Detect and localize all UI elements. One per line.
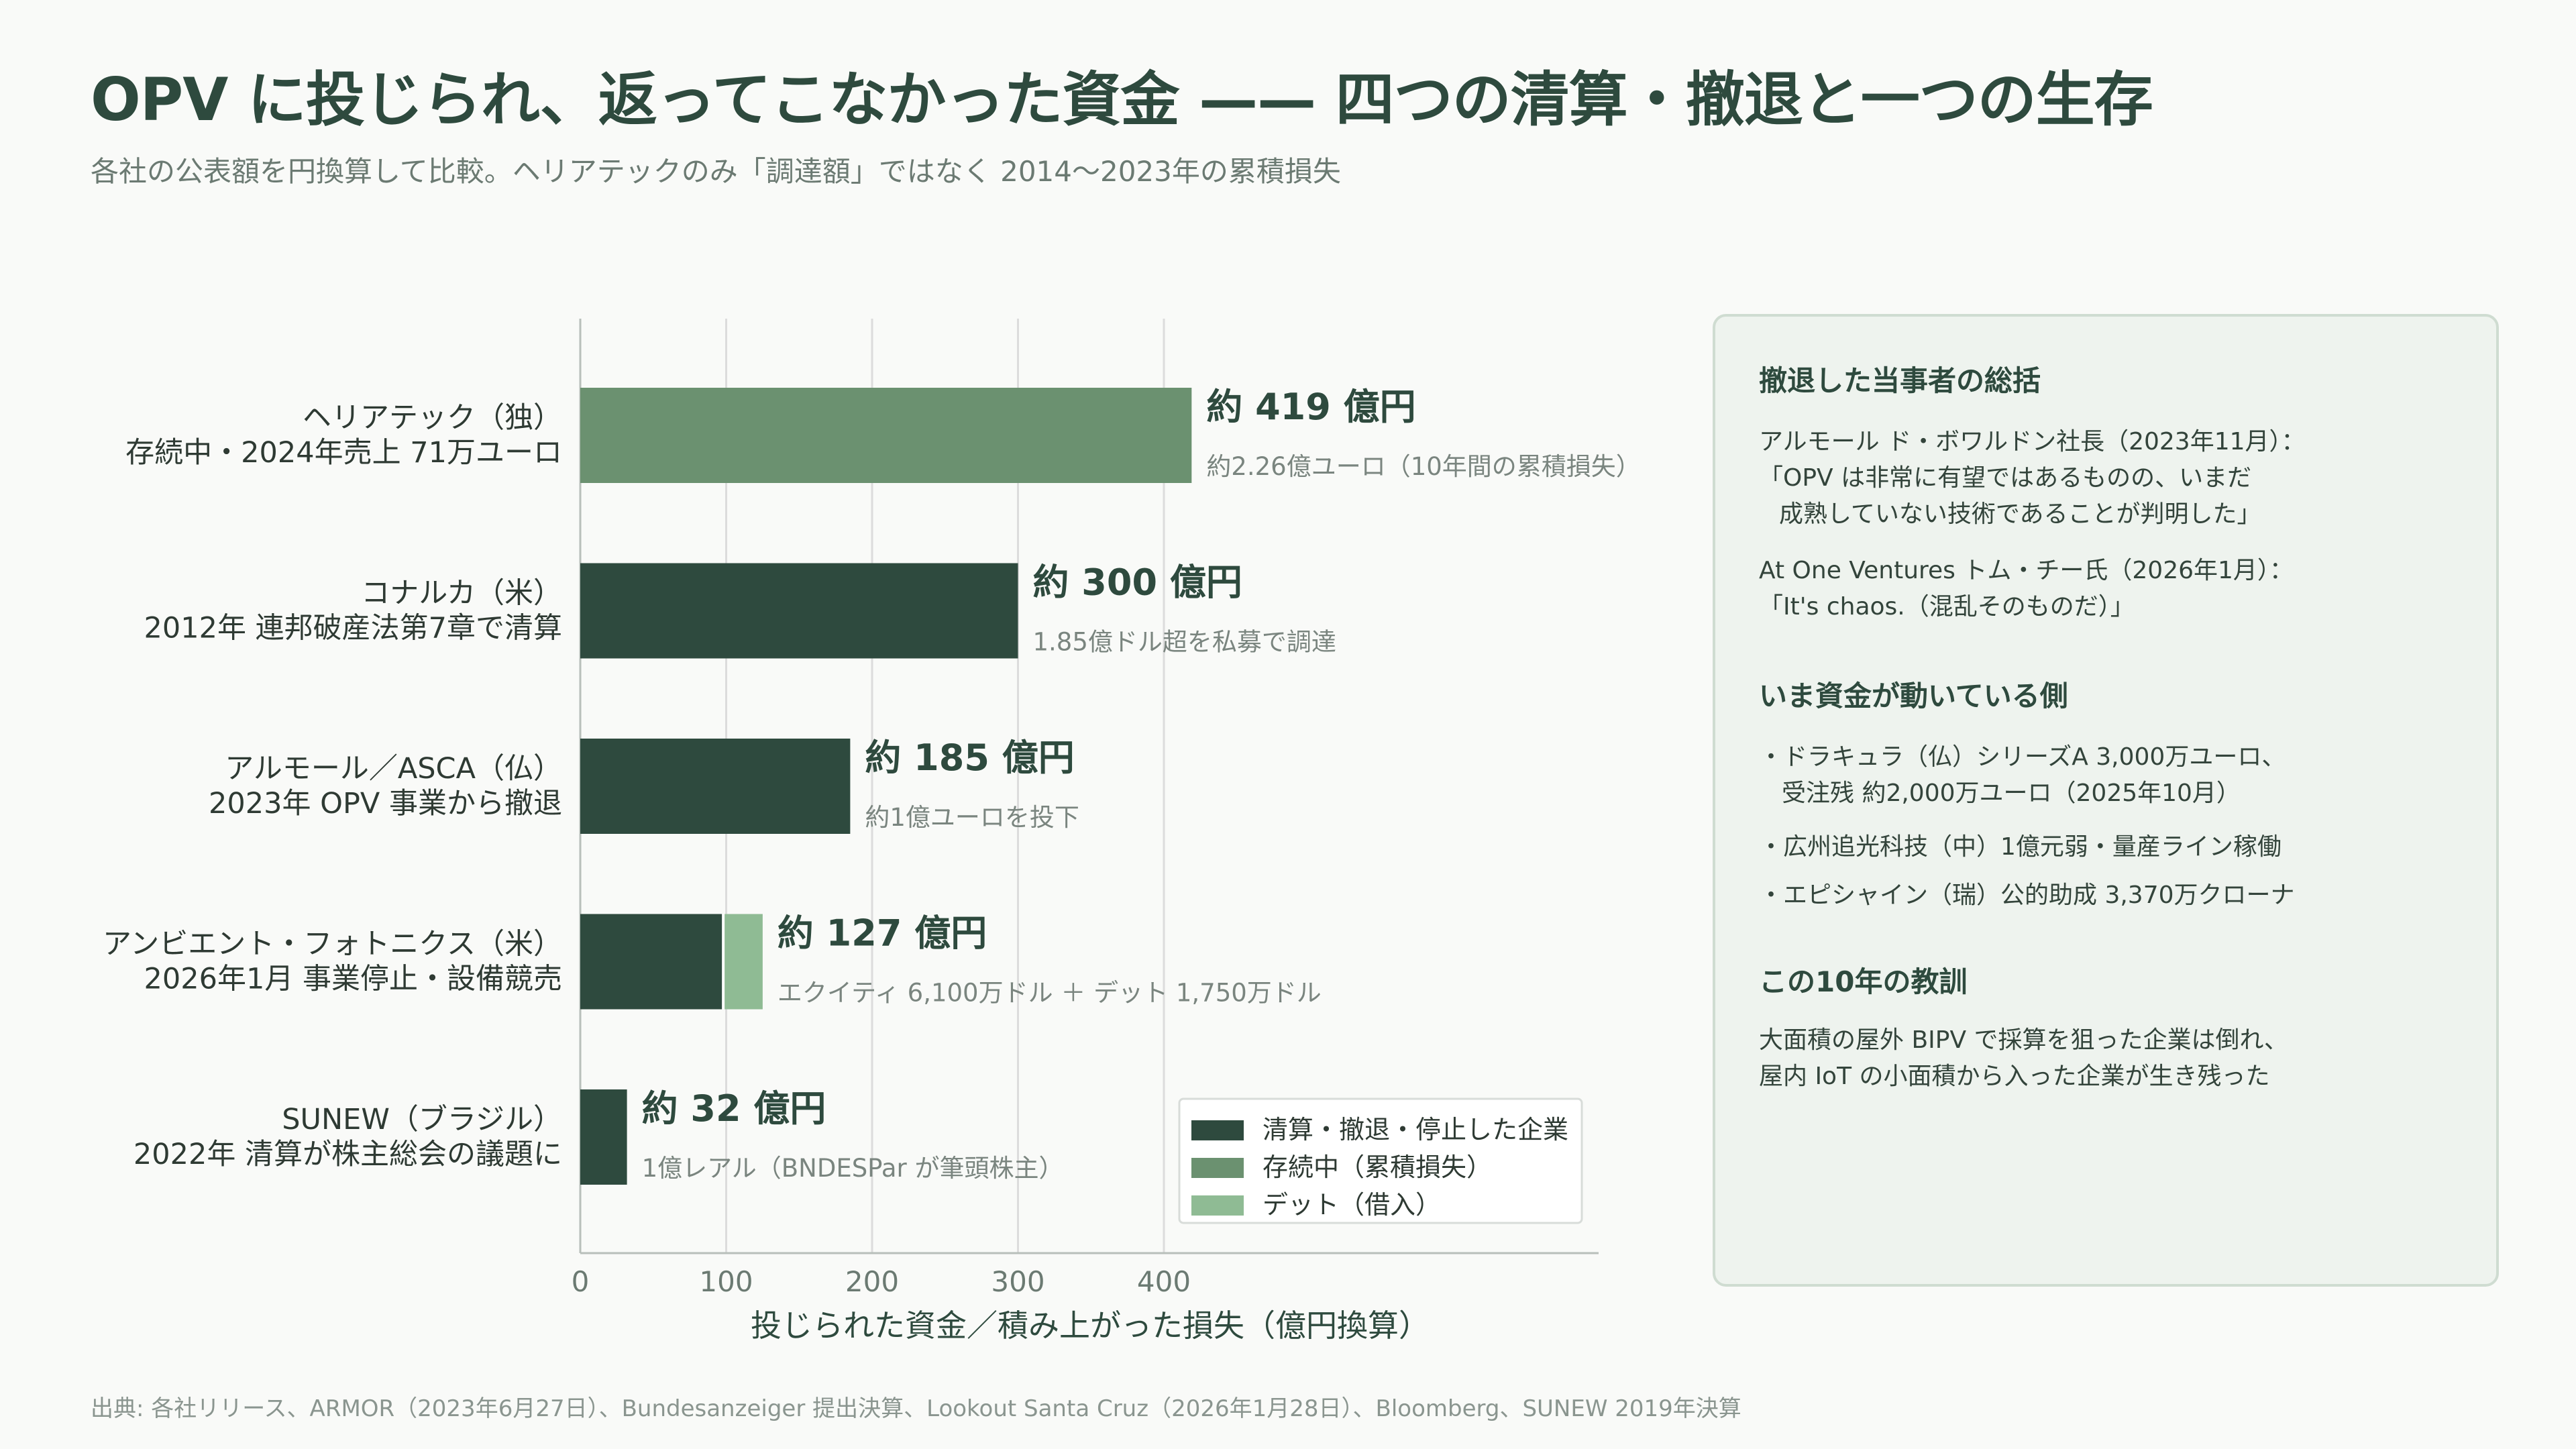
x-axis-title: 投じられた資金／積み上がった損失（億円換算） <box>751 1307 1430 1344</box>
legend-swatch-debt <box>1191 1195 1244 1216</box>
legend-label: デット（借入） <box>1263 1190 1441 1220</box>
bar-category-label: ヘリアテック（独） <box>303 401 562 435</box>
quote-atone-attribution: At One Ventures トム・チー氏（2026年1月）： <box>1759 557 2294 584</box>
lesson-line1: 大面積の屋外 BIPV で採算を狙った企業は倒れ、 <box>1759 1026 2288 1054</box>
bar-category-sublabel: 存続中・2024年売上 71万ユーロ <box>125 436 562 470</box>
bar-category-sublabel: 2026年1月 事業停止・設備競売 <box>144 963 562 996</box>
bar-segment-exited <box>580 914 724 1010</box>
bar-segment-exited <box>580 739 851 834</box>
bar-value-label: 約 419 億円 <box>1206 386 1415 428</box>
summary-panel: 撤退した当事者の総括 アルモール ド・ボワルドン社長（2023年11月）： 「O… <box>1713 314 2499 1287</box>
x-tick-label: 300 <box>991 1265 1044 1298</box>
quote-armor-line2: 成熟していない技術であることが判明した」 <box>1779 500 2261 528</box>
panel-heading-active-funding: いま資金が動いている側 <box>1759 680 2068 712</box>
active-item-guangzhou: ・広州追光科技（中）1億元弱・量産ライン稼働 <box>1759 833 2282 861</box>
quote-armor-line1: 「OPV は非常に有望ではあるものの、いまだ <box>1759 464 2252 492</box>
legend-label: 存続中（累積損失） <box>1263 1152 1492 1182</box>
bar-value-label: 約 32 億円 <box>642 1087 826 1130</box>
bar-category-sublabel: 2022年 清算が株主総会の議題に <box>133 1138 562 1171</box>
panel-heading-lessons: この10年の教訓 <box>1759 965 1968 998</box>
bar-segment-surviving <box>580 388 1192 483</box>
bar-note-label: 1.85億ドル超を私募で調達 <box>1033 628 1336 657</box>
active-item-dracula-cont: 受注残 約2,000万ユーロ（2025年10月） <box>1782 780 2241 807</box>
funding-bar-chart: 0 100 200 300 400 投じられた資金／積み上がった損失（億円換算） ヘリアテッ… <box>103 319 1641 1344</box>
bar-category-label: アンビエント・フォトニクス（米） <box>103 928 562 961</box>
active-item-epishine: ・エピシャイン（瑞）公的助成 3,370万クローナ <box>1759 881 2295 909</box>
bar-category-sublabel: 2023年 OPV 事業から撤退 <box>209 787 562 820</box>
source-note: 出典: 各社リリース、ARMOR（2023年6月27日）、Bundesanzei… <box>91 1395 1741 1422</box>
bar-category-sublabel: 2012年 連邦破産法第7章で清算 <box>144 612 562 645</box>
bar-segment-exited <box>580 1089 627 1185</box>
bar-category-label: アルモール／ASCA（仏） <box>225 752 562 786</box>
bar-note-label: エクイティ 6,100万ドル ＋ デット 1,750万ドル <box>777 979 1322 1008</box>
active-item-dracula: ・ドラキュラ（仏）シリーズA 3,000万ユーロ、 <box>1759 743 2286 771</box>
bar-value-label: 約 300 億円 <box>1033 561 1242 604</box>
bar-category-label: コナルカ（米） <box>361 577 562 610</box>
legend-label: 清算・撤退・停止した企業 <box>1263 1115 1568 1144</box>
bar-note-label: 1億レアル（BNDESPar が筆頭株主） <box>642 1154 1064 1183</box>
quote-atone-line: 「It's chaos.（混乱そのものだ）」 <box>1759 593 2135 621</box>
lesson-line2: 屋内 IoT の小面積から入った企業が生き残った <box>1759 1063 2270 1090</box>
bar-category-label: SUNEW（ブラジル） <box>282 1103 562 1136</box>
bar-value-label: 約 127 億円 <box>777 912 987 955</box>
bar-segment-exited <box>580 563 1018 659</box>
quote-armor-attribution: アルモール ド・ボワルドン社長（2023年11月）： <box>1759 428 2306 455</box>
bar-note-label: 約2.26億ユーロ（10年間の累積損失） <box>1206 452 1640 481</box>
x-tick-label: 100 <box>699 1265 753 1298</box>
legend-swatch-exited <box>1191 1120 1244 1140</box>
x-tick-label: 400 <box>1137 1265 1191 1298</box>
page-title: OPV に投じられ、返ってこなかった資金 —— 四つの清算・撤退と一つの生存 <box>91 65 2153 134</box>
x-tick-label: 200 <box>845 1265 899 1298</box>
bar-segment-debt <box>723 914 763 1010</box>
panel-heading-retrospective: 撤退した当事者の総括 <box>1759 364 2041 397</box>
legend-swatch-surviving <box>1191 1158 1244 1178</box>
x-tick-label: 0 <box>572 1265 590 1298</box>
bar-value-label: 約 185 億円 <box>865 737 1074 779</box>
bar-note-label: 約1億ユーロを投下 <box>865 803 1079 832</box>
legend-box <box>1178 1097 1583 1224</box>
page-subtitle: 各社の公表額を円換算して比較。ヘリアテックのみ「調達額」ではなく 2014〜20… <box>91 155 1341 188</box>
